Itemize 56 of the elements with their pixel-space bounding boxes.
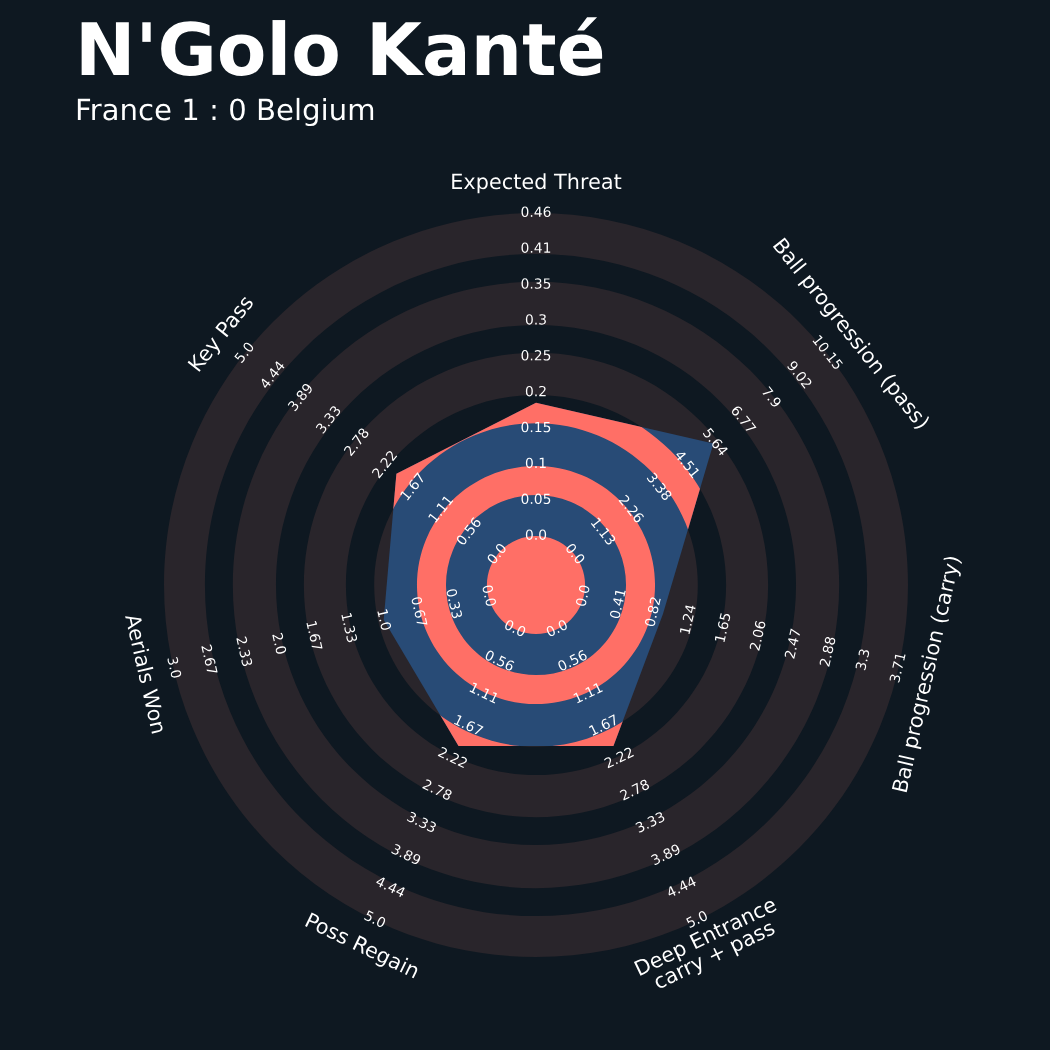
text: 3.3: [855, 648, 870, 671]
text: 2.78: [619, 778, 650, 801]
text: 0.41: [609, 588, 626, 619]
text: 0.1: [525, 457, 546, 469]
text: 3.33: [634, 811, 666, 834]
text: 2.47: [784, 628, 801, 659]
text: 0.82: [644, 596, 661, 627]
text: 0.0: [486, 542, 508, 565]
spoke-label: Expected Threat: [452, 173, 622, 194]
text: 2.33: [236, 636, 253, 667]
text: 0.46: [521, 206, 551, 218]
text: 2.0: [272, 632, 287, 655]
text: 1.67: [453, 714, 484, 737]
text: 3.33: [406, 811, 438, 834]
text: 3.0: [167, 656, 182, 679]
text: 0.33: [445, 588, 463, 619]
text: 2.78: [422, 778, 453, 801]
text: 0.25: [521, 350, 551, 361]
text: 0.41: [521, 242, 551, 253]
text: 2.22: [603, 746, 634, 769]
text: 2.67: [201, 644, 218, 675]
text: 1.67: [306, 620, 323, 651]
text: 1.0: [377, 609, 392, 631]
text: 1.11: [573, 682, 603, 704]
text: 0.05: [521, 493, 551, 505]
text: 0.67: [411, 596, 428, 627]
text: 2.88: [819, 636, 836, 667]
text: 0.0: [545, 619, 569, 638]
text: 5.0: [233, 341, 255, 364]
spoke-label: Aerials Won: [124, 612, 168, 734]
text: 0.0: [503, 619, 527, 638]
text: 0.15: [521, 421, 551, 433]
text: 0.0: [564, 542, 586, 565]
chart-title: N'Golo Kanté: [81, 17, 603, 76]
text: 1.33: [341, 612, 358, 643]
text: 0.56: [556, 649, 588, 672]
text: 1.67: [588, 714, 619, 736]
text: 0.3: [525, 314, 546, 325]
text: 2.06: [749, 620, 766, 651]
text: 1.11: [469, 682, 500, 704]
text: 2.22: [437, 746, 468, 769]
text: 3.89: [650, 843, 682, 866]
text: 1.65: [714, 612, 731, 643]
text: 7.9: [761, 386, 783, 409]
text: 4.44: [665, 875, 697, 898]
text: 1.24: [679, 604, 696, 635]
chart-subtitle: France 1 : 0 Belgium: [77, 97, 374, 127]
text: 3.71: [889, 652, 906, 683]
text: 0.56: [484, 649, 516, 672]
text: 0.35: [521, 278, 551, 289]
text: 4.44: [375, 875, 407, 898]
text: 3.89: [391, 843, 422, 866]
text: 5.0: [363, 910, 387, 929]
text: 0.0: [481, 584, 497, 607]
text: 0.2: [525, 385, 546, 397]
text: 0.0: [575, 584, 591, 607]
